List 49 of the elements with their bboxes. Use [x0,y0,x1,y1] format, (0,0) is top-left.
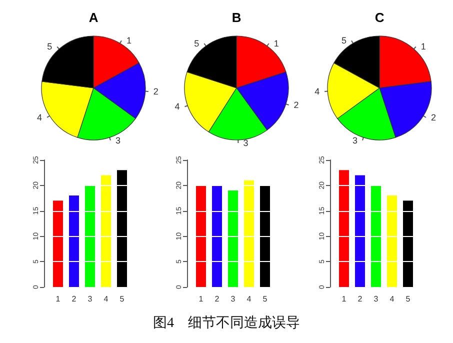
slice-label: 2 [294,100,299,110]
slice-label: 2 [430,112,436,122]
slice-label: 5 [194,38,200,49]
bar [387,196,397,287]
x-tick-label: 1 [342,294,347,304]
caption: 图4 细节不同造成误导 [152,314,301,332]
bar [85,185,95,287]
x-tick-label: 5 [406,294,411,304]
slice-label: 5 [341,36,347,46]
bar [228,190,238,287]
x-tick-label: 2 [214,294,220,304]
slice-label: 3 [352,135,358,146]
x-tick-label: 2 [358,294,363,304]
bar [212,185,222,287]
slice-label: 3 [115,135,121,146]
bar [196,185,206,287]
chart-title: A [88,10,99,25]
x-tick-label: 3 [230,294,236,304]
slice-label: 3 [243,138,248,148]
chart-title: C [374,10,385,25]
bar [117,170,127,287]
slice-label: 4 [37,112,42,122]
slice-label: 1 [420,42,426,52]
bar [355,175,365,287]
slice-label: 1 [126,36,132,46]
bar [53,200,63,287]
bar [101,175,111,287]
slice-label: 4 [314,86,320,96]
bar [69,196,79,287]
x-tick-label: 5 [120,294,125,304]
x-tick-label: 4 [246,294,252,304]
bar [244,180,254,287]
x-tick-label: 3 [88,294,93,304]
slice-label: 4 [174,102,180,112]
bar [371,185,381,287]
x-tick-label: 1 [198,294,204,304]
x-tick-label: 3 [374,294,379,304]
x-tick-label: 4 [104,294,109,304]
x-tick-label: 2 [72,294,77,304]
bar [339,170,349,287]
bar [403,200,413,287]
x-tick-label: 5 [262,294,268,304]
bar [260,185,270,287]
slice-label: 1 [274,38,279,49]
x-tick-label: 1 [56,294,61,304]
x-tick-label: 4 [390,294,395,304]
slice-label: 5 [47,42,52,52]
chart-title: B [232,10,242,25]
slice-label: 2 [153,86,158,96]
